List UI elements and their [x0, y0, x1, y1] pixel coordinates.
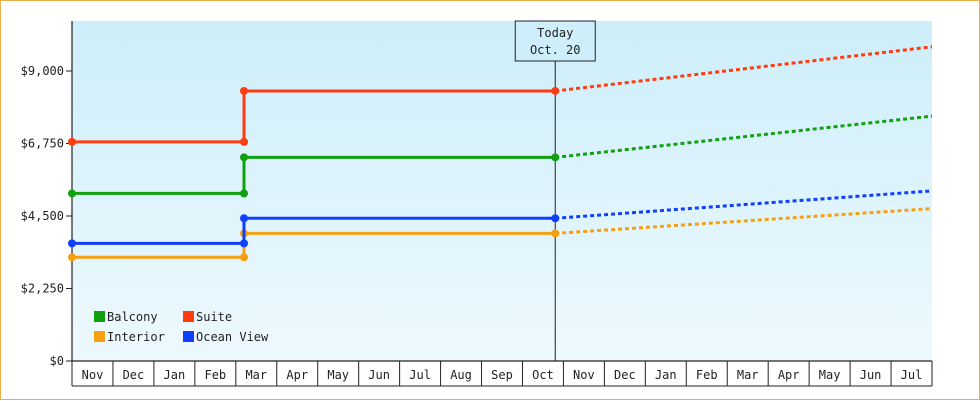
series-line	[72, 89, 556, 144]
x-tick-label: Nov	[82, 368, 104, 382]
series-point	[240, 153, 248, 162]
y-tick-label: $9,000	[21, 64, 64, 78]
x-tick-label: Dec	[614, 368, 636, 382]
series-point	[240, 214, 248, 223]
x-tick-label: Jan	[164, 368, 186, 382]
y-tick-label: $6,750	[21, 137, 64, 151]
legend-swatch	[183, 311, 194, 322]
legend-label: Suite	[196, 310, 232, 324]
series-lines	[68, 45, 933, 262]
legend-swatch	[183, 331, 194, 342]
x-tick-label: Apr	[286, 368, 308, 382]
series-line	[72, 155, 556, 195]
today-label-line2: Oct. 20	[530, 43, 581, 57]
legend-label: Interior	[107, 330, 165, 344]
x-tick-label: Nov	[573, 368, 595, 382]
x-tick-label: Apr	[778, 368, 800, 382]
x-tick-label: May	[327, 368, 349, 382]
x-tick-label: Jun	[368, 368, 390, 382]
x-tick-label: Jun	[860, 368, 882, 382]
series-point	[551, 86, 560, 95]
y-tick-label: $0	[50, 354, 64, 368]
x-tick-label: Jul	[409, 368, 431, 382]
x-tick-label: Oct	[532, 368, 554, 382]
series-forecast-line	[555, 114, 933, 159]
axes: $0 $2,250 $4,500 $6,750 $9,000 Nov Dec Jan Feb Ma…	[21, 21, 933, 387]
series-point	[551, 229, 560, 238]
x-tick-label: Mar	[245, 368, 267, 382]
y-tick-label: $4,500	[21, 209, 64, 223]
x-tick-label: Jan	[655, 368, 677, 382]
x-tick-label: Mar	[737, 368, 759, 382]
series-point	[240, 86, 248, 95]
series-point	[68, 239, 76, 248]
legend-swatch	[94, 311, 105, 322]
legend-label: Ocean View	[196, 330, 269, 344]
today-marker: Today Oct. 20	[514, 20, 596, 361]
plot-background	[72, 21, 932, 361]
x-tick-label: Jul	[901, 368, 923, 382]
series-point	[68, 253, 76, 262]
x-tick-label: Dec	[123, 368, 145, 382]
series-point	[68, 189, 76, 198]
x-tick-label: Feb	[696, 368, 718, 382]
series-point	[240, 137, 248, 146]
series-line	[72, 216, 556, 245]
series-point	[240, 239, 248, 248]
today-label-box	[514, 20, 596, 62]
legend-label: Balcony	[107, 310, 158, 324]
series-point	[240, 189, 248, 198]
series-point	[68, 137, 76, 146]
x-tick-label: Aug	[450, 368, 472, 382]
today-label-line1: Today	[537, 26, 573, 40]
y-tick-label: $2,250	[21, 282, 64, 296]
series-forecast-line	[555, 45, 933, 93]
x-tick-label: Feb	[204, 368, 226, 382]
legend-swatch	[94, 331, 105, 342]
series-point	[551, 153, 560, 162]
legend: Balcony Suite Interior Ocean View	[94, 310, 269, 344]
x-tick-label: May	[819, 368, 841, 382]
x-tick-label: Sep	[491, 368, 513, 382]
series-point	[551, 214, 560, 223]
series-point	[240, 253, 248, 262]
